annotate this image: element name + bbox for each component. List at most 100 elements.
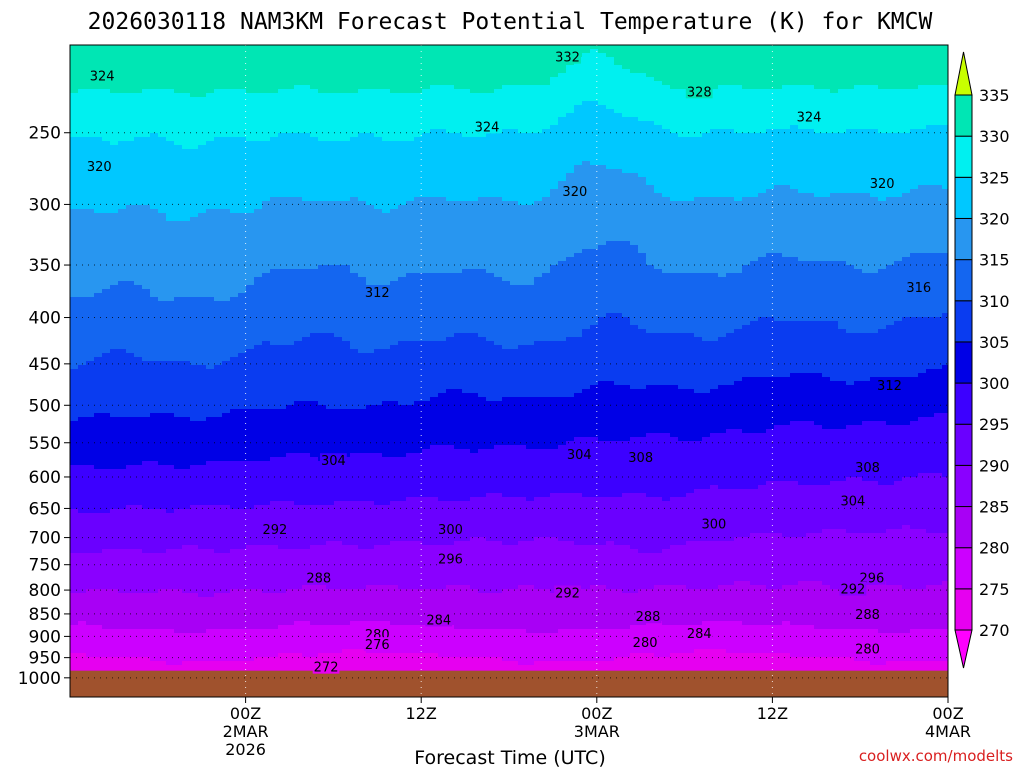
theta-band-cell [86, 513, 95, 554]
theta-band-cell [150, 413, 159, 462]
theta-band-cell [238, 293, 247, 354]
theta-band-cell [142, 509, 151, 554]
theta-band-cell [894, 197, 903, 262]
theta-band-cell [350, 409, 359, 454]
theta-band-cell [894, 425, 903, 482]
theta-band-cell [462, 269, 471, 334]
theta-band-cell [750, 625, 759, 654]
theta-band-cell [334, 201, 343, 266]
theta-band-cell [758, 653, 767, 678]
theta-band-cell [414, 497, 423, 542]
theta-band-cell [454, 273, 463, 334]
theta-band-cell [94, 293, 103, 358]
colorbar-segment [954, 217, 973, 261]
theta-band-cell [78, 653, 87, 678]
theta-band-cell [110, 589, 119, 630]
theta-band-cell [358, 277, 367, 354]
theta-band-cell [582, 53, 591, 102]
theta-band-cell [926, 629, 935, 662]
theta-band-cell [662, 45, 671, 86]
theta-band-cell [590, 49, 599, 102]
theta-band-cell [622, 241, 631, 318]
theta-band-cell [366, 89, 375, 134]
theta-band-cell [694, 589, 703, 626]
theta-band-cell [702, 541, 711, 590]
theta-band-cell [198, 145, 207, 214]
theta-band-cell [134, 93, 143, 138]
theta-band-cell [646, 45, 655, 78]
theta-band-cell [294, 653, 303, 678]
theta-band-cell [478, 657, 487, 678]
theta-band-cell [758, 45, 767, 90]
theta-band-cell [630, 45, 639, 74]
theta-band-cell [126, 93, 135, 142]
theta-band-cell [622, 593, 631, 630]
theta-band-cell [542, 661, 551, 678]
theta-band-cell [430, 621, 439, 654]
theta-band-cell [230, 89, 239, 138]
theta-band-cell [334, 265, 343, 338]
theta-band-cell [630, 73, 639, 118]
theta-band-cell [646, 433, 655, 498]
theta-band-cell [550, 397, 559, 450]
theta-band-cell [342, 457, 351, 502]
theta-band-cell [342, 141, 351, 202]
theta-band-cell [374, 585, 383, 622]
contour-label-bg [305, 570, 333, 585]
theta-band-cell [390, 345, 399, 402]
theta-band-cell [558, 445, 567, 494]
theta-band-cell [158, 361, 167, 414]
theta-band-cell [574, 57, 583, 106]
theta-band-cell [166, 413, 175, 466]
theta-band-cell [750, 653, 759, 678]
contour-label: 312 [365, 286, 390, 301]
theta-band-cell [934, 45, 943, 86]
theta-band-cell [734, 581, 743, 622]
theta-band-cell [254, 45, 263, 94]
theta-band-cell [870, 85, 879, 130]
theta-fill-bands [70, 45, 948, 678]
theta-band-cell [238, 661, 247, 678]
theta-band-cell [902, 633, 911, 662]
theta-band-cell [286, 625, 295, 654]
theta-band-cell [598, 317, 607, 382]
theta-band-cell [894, 45, 903, 90]
theta-band-cell [398, 141, 407, 206]
theta-band-cell [158, 629, 167, 662]
theta-band-cell [326, 589, 335, 626]
theta-band-cell [934, 125, 943, 186]
theta-band-cell [286, 197, 295, 270]
theta-band-cell [598, 245, 607, 318]
theta-band-cell [342, 625, 351, 650]
theta-band-cell [766, 589, 775, 626]
theta-band-cell [590, 101, 599, 166]
theta-band-cell [526, 45, 535, 86]
theta-band-cell [134, 205, 143, 286]
theta-band-cell [638, 653, 647, 678]
theta-band-cell [566, 65, 575, 114]
colorbar-segment [954, 423, 973, 466]
theta-band-cell [934, 533, 943, 586]
theta-band-cell [142, 89, 151, 138]
theta-band-cell [342, 649, 351, 674]
theta-band-cell [286, 269, 295, 346]
theta-band-cell [534, 497, 543, 538]
theta-band-cell [406, 497, 415, 542]
contour-label-bg [565, 447, 593, 462]
theta-band-cell [838, 589, 847, 630]
theta-band-cell [606, 109, 615, 170]
theta-band-cell [310, 505, 319, 546]
theta-band-cell [190, 421, 199, 466]
theta-band-cell [686, 653, 695, 678]
theta-band-cell [734, 653, 743, 678]
theta-band-cell [606, 629, 615, 662]
theta-band-cell [654, 497, 663, 554]
theta-band-cell [510, 545, 519, 590]
theta-band-cell [438, 129, 447, 198]
theta-band-cell [614, 169, 623, 242]
theta-band-cell [390, 281, 399, 346]
theta-band-cell [406, 405, 415, 454]
theta-band-cell [278, 409, 287, 458]
theta-band-cell [654, 269, 663, 334]
theta-band-cell [558, 397, 567, 446]
